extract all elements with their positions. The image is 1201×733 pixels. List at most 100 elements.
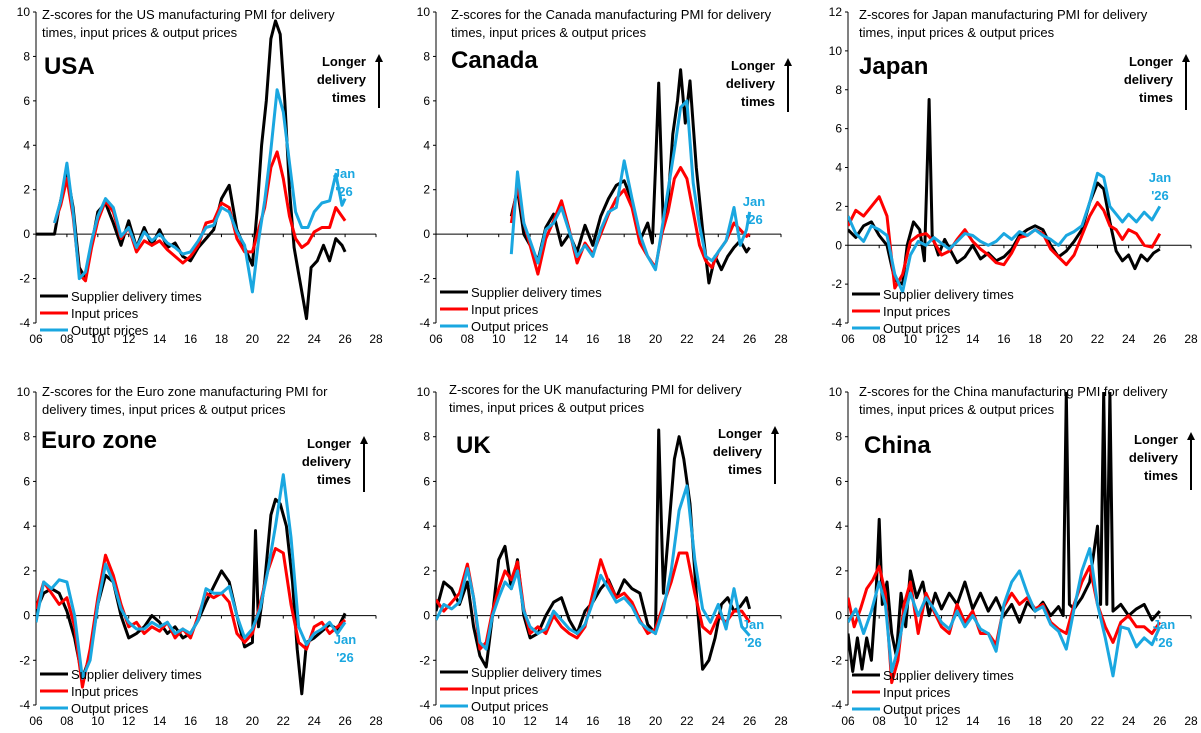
x-tick-label: 24 — [308, 714, 322, 728]
arrow-label-line: times — [1139, 90, 1173, 105]
series-line-output-prices — [36, 473, 347, 680]
legend-label: Output prices — [71, 701, 149, 716]
x-tick-label: 08 — [461, 714, 475, 728]
latest-date-note: Jan — [334, 632, 356, 647]
arrow-label-line: delivery — [302, 454, 352, 469]
y-tick-label: 8 — [423, 430, 430, 444]
x-tick-label: 10 — [91, 714, 105, 728]
y-tick-label: 4 — [23, 138, 30, 152]
legend-label: Input prices — [471, 682, 539, 697]
x-tick-label: 26 — [1153, 332, 1167, 346]
series-group — [509, 68, 752, 285]
x-tick-label: 10 — [904, 714, 918, 728]
y-tick-label: -4 — [831, 698, 842, 712]
latest-date-note: Jan — [333, 166, 355, 181]
up-arrow-head-icon — [771, 426, 779, 434]
x-tick-label: 22 — [680, 714, 694, 728]
y-tick-label: -2 — [419, 272, 430, 286]
y-tick-label: 0 — [23, 227, 30, 241]
arrow-label-line: times — [332, 90, 366, 105]
latest-date-note: Jan — [1153, 617, 1175, 632]
x-tick-label: 08 — [60, 332, 74, 346]
legend-label: Output prices — [71, 323, 149, 338]
x-tick-label: 28 — [774, 714, 788, 728]
series-group — [848, 392, 1162, 685]
y-tick-label: 2 — [23, 183, 30, 197]
y-tick-label: 4 — [423, 138, 430, 152]
y-tick-label: 2 — [835, 199, 842, 213]
y-tick-label: -2 — [831, 653, 842, 667]
chart-title-line: Z-scores for the China manufacturing PMI… — [859, 384, 1168, 399]
x-tick-label: 08 — [60, 714, 74, 728]
legend-label: Supplier delivery times — [471, 665, 602, 680]
chart-title-line: times, input prices & output prices — [451, 25, 647, 40]
x-tick-label: 26 — [743, 714, 757, 728]
x-tick-label: 16 — [997, 714, 1011, 728]
chart-title-line: Z-scores for the UK manufacturing PMI fo… — [449, 382, 742, 397]
arrow-label-line: Longer — [731, 58, 775, 73]
x-tick-label: 12 — [935, 332, 949, 346]
legend-label: Input prices — [71, 684, 139, 699]
arrow-label-line: delivery — [1129, 450, 1179, 465]
x-tick-label: 06 — [29, 714, 43, 728]
region-label: Canada — [451, 47, 538, 74]
y-tick-label: 0 — [835, 609, 842, 623]
up-arrow-head-icon — [1187, 432, 1195, 440]
y-tick-label: 0 — [835, 238, 842, 252]
x-tick-label: 08 — [873, 714, 887, 728]
arrow-label-line: times — [741, 94, 775, 109]
y-tick-label: -4 — [19, 698, 30, 712]
y-tick-label: 10 — [417, 385, 431, 399]
y-tick-label: 2 — [423, 183, 430, 197]
chart-title-line: Z-scores for the Euro zone manufacturing… — [42, 384, 328, 399]
series-line-output-prices — [53, 88, 347, 294]
x-tick-label: 14 — [153, 714, 167, 728]
y-tick-label: -2 — [419, 653, 430, 667]
x-tick-label: 22 — [277, 332, 291, 346]
y-tick-label: 2 — [23, 564, 30, 578]
legend-label: Supplier delivery times — [71, 667, 202, 682]
y-tick-label: 6 — [23, 94, 30, 108]
chart-title-line: Z-scores for the US manufacturing PMI fo… — [42, 7, 335, 22]
x-tick-label: 10 — [904, 332, 918, 346]
arrow-label-line: times — [728, 462, 762, 477]
y-tick-label: 6 — [423, 474, 430, 488]
legend-label: Input prices — [471, 302, 539, 317]
x-tick-label: 20 — [246, 714, 260, 728]
latest-date-note: '26 — [745, 212, 763, 227]
x-tick-label: 08 — [461, 332, 475, 346]
latest-date-note: '26 — [744, 635, 762, 650]
y-tick-label: 10 — [17, 5, 31, 19]
x-tick-label: 06 — [429, 714, 443, 728]
x-tick-label: 06 — [841, 332, 855, 346]
arrow-label-line: delivery — [317, 72, 367, 87]
x-tick-label: 10 — [492, 332, 506, 346]
x-tick-label: 18 — [618, 714, 632, 728]
x-tick-label: 12 — [122, 714, 136, 728]
series-line-output-prices — [509, 99, 752, 272]
up-arrow-head-icon — [375, 54, 383, 62]
x-tick-label: 18 — [215, 332, 229, 346]
chart-title-line: times, input prices & output prices — [859, 25, 1055, 40]
y-tick-label: 6 — [23, 474, 30, 488]
chart-title-line: delivery times, input prices & output pr… — [42, 402, 286, 417]
y-tick-label: 6 — [835, 122, 842, 136]
x-tick-label: 28 — [369, 332, 383, 346]
y-tick-label: -2 — [19, 272, 30, 286]
y-tick-label: 4 — [835, 519, 842, 533]
x-tick-label: 14 — [555, 714, 569, 728]
x-tick-label: 06 — [841, 714, 855, 728]
y-tick-label: 4 — [23, 519, 30, 533]
arrow-label-line: delivery — [1124, 72, 1174, 87]
x-tick-label: 16 — [586, 332, 600, 346]
series-line-supplier-delivery-times — [436, 428, 752, 671]
x-tick-label: 24 — [1122, 332, 1136, 346]
latest-date-note: Jan — [1149, 170, 1171, 185]
legend-label: Input prices — [883, 685, 951, 700]
latest-date-note: '26 — [1155, 635, 1173, 650]
x-tick-label: 14 — [153, 332, 167, 346]
series-line-input-prices — [36, 547, 347, 689]
y-tick-label: -4 — [419, 698, 430, 712]
